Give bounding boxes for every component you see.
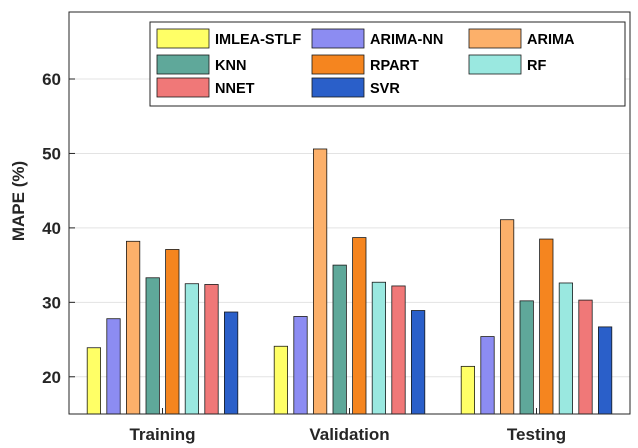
- legend-label-rf: RF: [527, 58, 546, 74]
- y-tick-label: 60: [42, 70, 61, 89]
- x-axis-ticks: Training Validation Testing: [129, 408, 566, 444]
- bar-nnet-testing: [578, 299, 593, 415]
- bar-rf-validation: [371, 281, 387, 415]
- y-tick-label: 20: [42, 368, 61, 387]
- legend-label-arima: ARIMA: [527, 32, 575, 48]
- bar-imlea-stlf-testing: [460, 365, 476, 415]
- bar-imlea-stlf-training: [86, 347, 101, 415]
- bar-svr-training: [223, 311, 239, 415]
- bar-knn-testing: [519, 300, 534, 415]
- bar-knn-validation: [332, 264, 347, 415]
- bar-rpart-training: [165, 249, 180, 415]
- legend-swatch-rf: [468, 54, 522, 75]
- x-tick-label: Validation: [309, 425, 389, 444]
- bar-svr-testing: [598, 326, 613, 415]
- x-tick-label: Testing: [507, 425, 566, 444]
- bar-arima-validation: [312, 148, 328, 415]
- bar-nnet-validation: [391, 285, 406, 415]
- legend-swatch-arima: [468, 28, 522, 49]
- legend-swatch-arima-nn: [311, 28, 365, 49]
- y-tick-label: 50: [42, 144, 61, 163]
- legend-swatch-svr: [311, 77, 365, 98]
- grid-lines: [69, 78, 630, 378]
- bar-imlea-stlf-validation: [273, 345, 289, 415]
- y-tick-label: 30: [42, 293, 61, 312]
- legend-swatch-nnet: [156, 77, 210, 98]
- bar-arima-nn-validation: [293, 316, 308, 415]
- bar-arima-testing: [499, 219, 515, 415]
- bar-arima-nn-testing: [480, 336, 495, 415]
- legend-swatch-imlea-stlf: [156, 28, 210, 49]
- legend-swatch-rpart: [311, 54, 365, 75]
- legend-label-nnet: NNET: [215, 81, 255, 97]
- x-tick-label: Training: [129, 425, 195, 444]
- bar-svr-validation: [410, 310, 426, 415]
- legend-swatch-knn: [156, 54, 210, 75]
- bar-arima-training: [126, 240, 141, 415]
- legend-label-arima-nn: ARIMA-NN: [370, 32, 443, 48]
- y-axis-ticks: 20 30 40 50 60: [42, 70, 75, 387]
- bar-knn-training: [145, 277, 160, 415]
- bar-rf-testing: [558, 282, 574, 415]
- bar-rpart-validation: [352, 237, 367, 415]
- legend: IMLEA-STLF ARIMA-NN ARIMA KNN RPART RF NNET SVR: [149, 21, 626, 107]
- legend-label-rpart: RPART: [370, 58, 419, 74]
- legend-label-svr: SVR: [370, 81, 400, 97]
- bar-rpart-testing: [539, 238, 554, 415]
- legend-label-imlea-stlf: IMLEA-STLF: [215, 32, 301, 48]
- bar-nnet-training: [204, 284, 219, 415]
- y-tick-label: 40: [42, 219, 61, 238]
- legend-box: [149, 21, 626, 107]
- legend-label-knn: KNN: [215, 58, 246, 74]
- y-axis-label: MAPE (%): [9, 161, 28, 241]
- bar-arima-nn-training: [106, 318, 121, 415]
- bar-rf-training: [184, 283, 199, 415]
